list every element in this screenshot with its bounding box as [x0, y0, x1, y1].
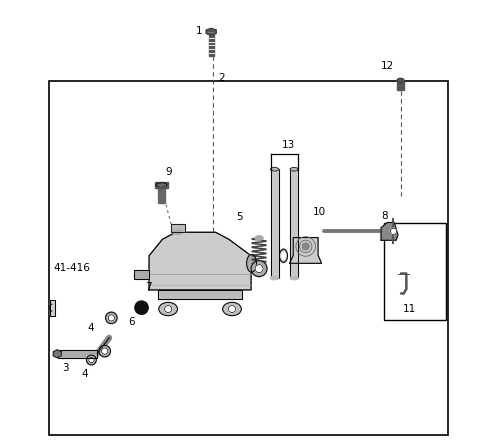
Bar [158, 186, 165, 202]
Text: 41-416: 41-416 [54, 263, 91, 273]
Circle shape [165, 305, 172, 312]
Text: 11: 11 [403, 304, 417, 314]
Text: 1: 1 [196, 26, 202, 36]
Bar [208, 32, 214, 56]
Polygon shape [206, 28, 216, 35]
Bar [58, 350, 97, 358]
Circle shape [135, 301, 148, 314]
Polygon shape [158, 290, 242, 299]
Text: 4: 4 [82, 369, 88, 379]
Bar [397, 81, 404, 90]
Text: 6: 6 [128, 317, 135, 328]
Bar [290, 169, 298, 278]
Polygon shape [134, 271, 149, 279]
Circle shape [89, 357, 94, 363]
Bar [155, 182, 168, 188]
Ellipse shape [290, 167, 298, 171]
Text: 3: 3 [61, 363, 68, 373]
Bar [271, 169, 278, 278]
Bar [290, 169, 298, 278]
Ellipse shape [255, 236, 263, 240]
Text: 5: 5 [237, 212, 243, 222]
Bar [271, 169, 278, 278]
Ellipse shape [159, 302, 178, 316]
Text: 12: 12 [381, 61, 394, 72]
Text: 4: 4 [87, 323, 94, 333]
Ellipse shape [271, 167, 278, 171]
Bar [49, 81, 448, 436]
Ellipse shape [173, 230, 183, 235]
Text: 10: 10 [313, 206, 326, 217]
Polygon shape [53, 350, 61, 358]
Polygon shape [290, 238, 322, 263]
Circle shape [102, 348, 108, 354]
Ellipse shape [281, 252, 286, 260]
Ellipse shape [156, 183, 167, 187]
Polygon shape [50, 300, 55, 316]
Circle shape [303, 244, 308, 249]
Circle shape [106, 312, 117, 324]
Circle shape [99, 345, 110, 357]
Ellipse shape [223, 302, 241, 316]
Circle shape [251, 261, 267, 277]
Polygon shape [149, 232, 251, 290]
Text: 2: 2 [219, 73, 225, 83]
Bar [171, 224, 184, 232]
Text: 8: 8 [381, 211, 388, 221]
Bar [384, 222, 446, 320]
Ellipse shape [397, 78, 404, 83]
Ellipse shape [271, 276, 278, 280]
Ellipse shape [247, 255, 256, 272]
Ellipse shape [290, 276, 298, 280]
Bar [58, 350, 97, 358]
Polygon shape [381, 222, 398, 240]
Bar [171, 224, 184, 232]
Text: 7: 7 [145, 282, 152, 292]
Circle shape [228, 305, 236, 312]
Circle shape [108, 315, 114, 321]
Circle shape [255, 265, 263, 273]
Text: 9: 9 [166, 166, 172, 177]
Circle shape [390, 228, 396, 235]
Ellipse shape [279, 249, 288, 263]
Circle shape [86, 355, 96, 365]
Text: 13: 13 [282, 140, 295, 150]
